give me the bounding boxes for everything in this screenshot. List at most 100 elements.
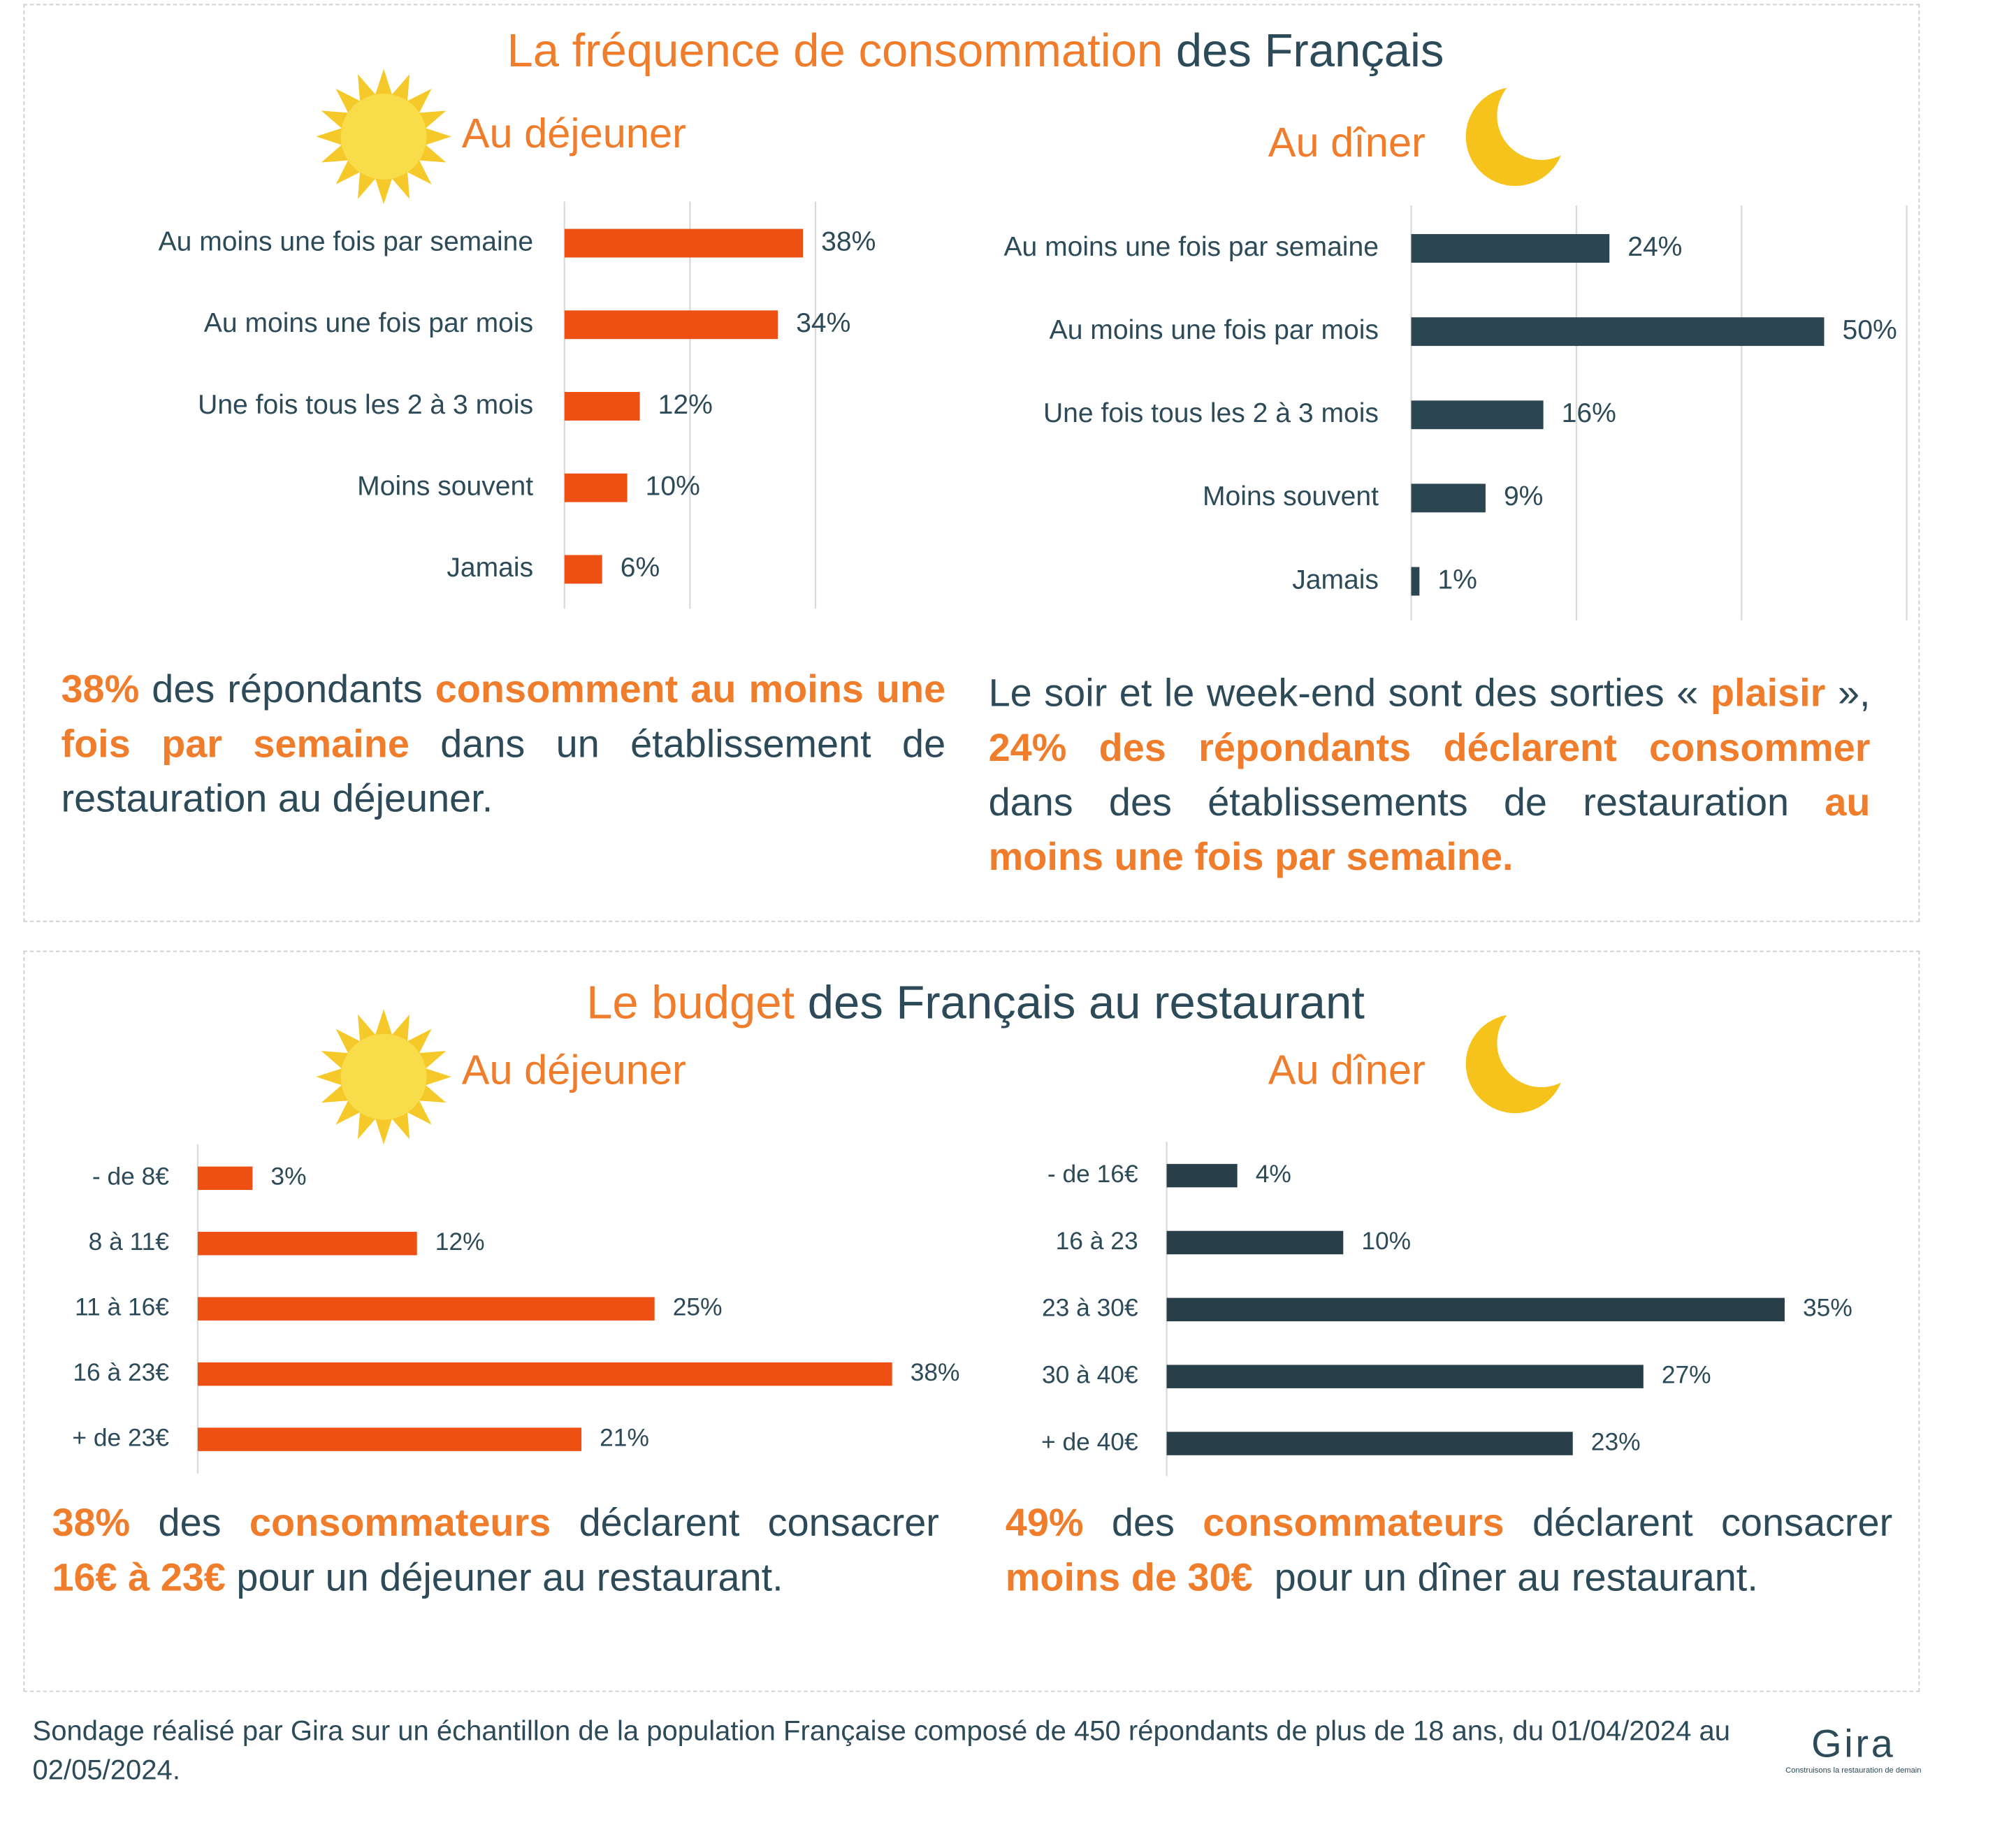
value-label: 16%	[1562, 398, 1616, 428]
bar	[1411, 567, 1420, 596]
category-label: Au moins une fois par semaine	[1003, 232, 1379, 262]
value-label: 34%	[796, 308, 850, 338]
bar	[1166, 1297, 1785, 1322]
value-label: 12%	[435, 1228, 485, 1256]
text-run: consommateurs	[249, 1502, 551, 1546]
moon-shadow	[1497, 71, 1586, 160]
sun-core	[340, 1033, 427, 1120]
category-label: Au moins une fois par mois	[204, 308, 533, 338]
bar	[564, 228, 804, 258]
value-label: 9%	[1504, 481, 1543, 511]
text-run: Le budget	[586, 975, 795, 1029]
text-run: 38%	[61, 668, 140, 712]
text-run: dans des établissements de restauration	[988, 727, 1882, 825]
text-run: consommateurs	[1203, 1502, 1504, 1546]
value-label: 6%	[621, 553, 660, 583]
section-title: La fréquence de consommation des Françai…	[0, 24, 1951, 78]
category-label: Au moins une fois par mois	[1050, 315, 1379, 345]
section-frame	[23, 3, 1920, 922]
bar	[197, 1232, 417, 1256]
value-label: 4%	[1256, 1161, 1291, 1188]
category-label: Jamais	[447, 553, 533, 583]
note: Le soir et le week-end sont des sorties …	[989, 667, 1871, 886]
text-run: pour un dîner au restaurant.	[1252, 1556, 1758, 1600]
bar	[1166, 1230, 1344, 1255]
bar	[1411, 234, 1610, 263]
bar	[1411, 483, 1486, 513]
value-label: 10%	[646, 472, 700, 502]
logo: Gira Construisons la restauration de dem…	[1769, 1723, 1938, 1775]
moon-shadow	[1497, 998, 1586, 1088]
bar	[564, 473, 628, 502]
chart-title: Au déjeuner	[462, 1046, 686, 1093]
footer: Sondage réalisé par Gira sur un échantil…	[32, 1715, 1730, 1786]
text-run: plaisir	[1710, 672, 1826, 715]
text-run: des	[1083, 1502, 1203, 1546]
text-run: au moins une fois par semaine.	[988, 781, 1882, 880]
category-label: - de 16€	[1047, 1161, 1138, 1188]
text-run: des répondants	[139, 668, 435, 712]
category-label: 8 à 11€	[89, 1228, 170, 1256]
bar	[1411, 400, 1544, 430]
note: 38% des consommateurs déclarent consacre…	[52, 1497, 938, 1606]
value-label: 35%	[1803, 1295, 1852, 1322]
category-label: Une fois tous les 2 à 3 mois	[198, 390, 533, 420]
value-label: 12%	[658, 390, 713, 420]
value-label: 1%	[1437, 565, 1477, 595]
category-label: Moins souvent	[357, 472, 533, 502]
value-label: 38%	[821, 226, 876, 256]
value-label: 10%	[1361, 1228, 1411, 1255]
chart-title: Au déjeuner	[462, 110, 686, 157]
text-run: des	[130, 1502, 249, 1546]
chart-title: Au dîner	[1268, 119, 1426, 166]
bar	[564, 391, 640, 421]
sun-core	[340, 94, 427, 180]
category-label: 11 à 16€	[75, 1294, 169, 1321]
section-frame	[23, 950, 1920, 1692]
text-run: »,	[1825, 672, 1882, 715]
note: 38% des répondants consomment au moins u…	[61, 663, 945, 827]
chart-title: Au dîner	[1268, 1046, 1426, 1093]
bar	[197, 1362, 892, 1386]
bar	[197, 1166, 253, 1191]
category-label: Jamais	[1292, 565, 1379, 595]
value-label: 38%	[911, 1359, 960, 1386]
text-run: des Français au restaurant	[795, 975, 1365, 1029]
logo-tagline: Construisons la restauration de demain	[1785, 1767, 1922, 1775]
logo-name: Gira	[1811, 1723, 1896, 1766]
category-label: 16 à 23	[1056, 1228, 1138, 1255]
text-run: des Français	[1163, 23, 1444, 77]
text-run: 24% des répondants déclarent consommer	[988, 727, 1871, 770]
value-label: 27%	[1662, 1362, 1711, 1389]
category-label: 16 à 23€	[73, 1359, 169, 1386]
value-label: 21%	[600, 1424, 649, 1451]
bar	[197, 1297, 655, 1321]
bar	[1411, 317, 1825, 347]
category-label: 23 à 30€	[1042, 1295, 1138, 1322]
value-label: 50%	[1843, 315, 1897, 345]
category-label: + de 40€	[1041, 1428, 1138, 1455]
category-label: - de 8€	[92, 1163, 169, 1191]
text-run: déclarent consacrer	[1504, 1502, 1903, 1546]
text-run: dans un établissement de restauration au…	[61, 722, 957, 821]
bar	[564, 555, 602, 584]
bar	[564, 310, 778, 340]
category-label: Une fois tous les 2 à 3 mois	[1043, 398, 1379, 428]
text-run: déclarent consacrer	[551, 1502, 950, 1546]
value-label: 25%	[673, 1294, 723, 1321]
category-label: Au moins une fois par semaine	[159, 226, 534, 256]
category-label: Moins souvent	[1203, 481, 1379, 511]
text-run: pour un déjeuner au restaurant.	[225, 1556, 783, 1600]
text-run: 38%	[52, 1502, 131, 1546]
bar	[1166, 1365, 1644, 1388]
text-run: Le soir et le week-end sont des sorties …	[988, 672, 1711, 715]
category-label: + de 23€	[72, 1424, 169, 1451]
text-run: moins de 30€	[1005, 1556, 1253, 1600]
text-run: 16€ à 23€	[52, 1556, 226, 1600]
value-label: 24%	[1627, 232, 1682, 262]
text-run: La fréquence de consommation	[507, 23, 1163, 77]
